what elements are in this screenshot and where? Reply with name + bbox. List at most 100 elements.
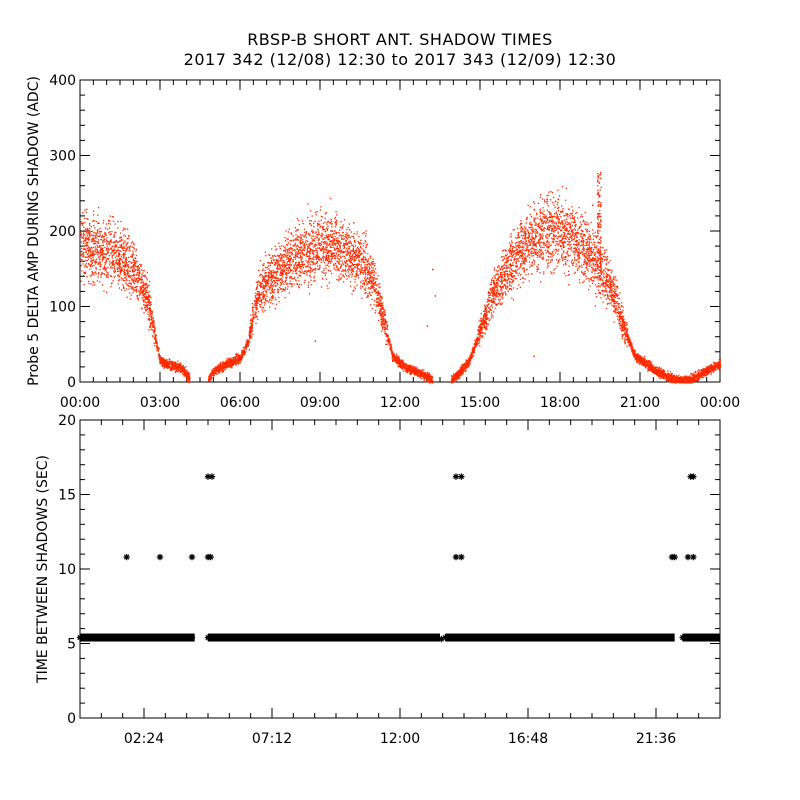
amp-point	[249, 330, 252, 332]
amp-point	[386, 328, 388, 330]
amp-point	[165, 365, 167, 368]
amp-point	[107, 274, 109, 276]
amp-point	[398, 356, 400, 358]
amp-point	[230, 358, 232, 361]
amp-point	[113, 263, 115, 265]
amp-point	[107, 258, 110, 260]
amp-point	[343, 251, 345, 253]
amp-point	[327, 262, 329, 264]
amp-point	[277, 270, 279, 272]
amp-point	[251, 325, 253, 327]
amp-point	[166, 365, 168, 367]
amp-point	[267, 262, 269, 264]
amp-point	[305, 233, 307, 235]
amp-point	[82, 212, 84, 214]
x-tick-label: 18:00	[540, 395, 580, 411]
amp-point	[264, 272, 266, 274]
amp-point	[156, 345, 158, 348]
amp-point	[288, 260, 291, 263]
amp-point	[243, 352, 245, 354]
amp-point	[347, 265, 350, 267]
amp-point	[280, 283, 283, 285]
amp-point	[142, 281, 145, 283]
amp-point	[306, 255, 308, 257]
amp-point	[292, 244, 295, 246]
amp-point	[96, 254, 99, 256]
amp-point	[87, 256, 90, 258]
amp-point	[135, 286, 137, 288]
amp-point	[331, 223, 333, 225]
amp-point	[372, 278, 374, 280]
amp-point	[294, 263, 297, 265]
amp-point	[149, 319, 151, 321]
amp-point	[177, 360, 179, 362]
amp-point	[345, 243, 347, 246]
amp-point	[123, 253, 125, 255]
amp-point	[380, 315, 382, 317]
amp-point	[143, 275, 145, 277]
amp-point	[312, 249, 314, 252]
amp-point	[337, 255, 339, 257]
amp-point	[157, 348, 159, 350]
amp-point	[331, 230, 333, 232]
amp-point	[135, 262, 137, 264]
amp-point	[126, 248, 128, 250]
amp-point	[351, 293, 353, 295]
amp-point	[317, 225, 319, 227]
amp-point	[286, 238, 288, 240]
amp-point	[96, 252, 98, 254]
amp-point	[258, 295, 260, 297]
amp-point	[299, 275, 301, 277]
amp-point	[100, 276, 102, 278]
amp-point	[382, 316, 384, 318]
amp-point	[122, 261, 124, 264]
amp-point	[161, 364, 164, 367]
amp-point	[349, 262, 351, 264]
amp-point	[271, 297, 273, 299]
amp-point	[140, 277, 142, 280]
amp-point	[397, 359, 399, 361]
amp-point	[256, 298, 258, 300]
amp-point	[308, 258, 310, 260]
amp-point	[237, 354, 239, 356]
amp-point	[133, 270, 135, 273]
amp-point	[284, 297, 286, 299]
amp-point	[346, 243, 349, 245]
amp-point	[302, 272, 304, 274]
amp-point	[341, 228, 343, 230]
amp-point	[135, 250, 137, 252]
amp-point	[311, 261, 313, 263]
amp-point	[236, 360, 239, 362]
amp-point	[327, 238, 329, 240]
amp-point	[126, 283, 128, 286]
amp-point	[326, 249, 328, 251]
amp-point	[221, 371, 223, 373]
amp-point	[371, 280, 373, 283]
amp-point	[112, 249, 114, 251]
amp-point	[138, 274, 140, 276]
amp-point	[349, 273, 351, 275]
amp-point	[107, 241, 110, 243]
amp-point	[276, 271, 278, 274]
amp-point	[134, 279, 136, 281]
amp-point	[85, 260, 87, 262]
amp-point	[387, 341, 389, 343]
amp-point	[345, 259, 348, 261]
amp-point	[238, 359, 240, 361]
amp-point	[157, 347, 160, 349]
amp-point	[355, 276, 357, 278]
amp-point	[351, 263, 354, 266]
amp-point	[296, 244, 299, 246]
amp-point	[91, 237, 94, 240]
amp-point	[383, 319, 385, 321]
amp-point	[251, 319, 253, 321]
amp-point	[326, 236, 328, 238]
amp-point	[155, 341, 157, 343]
amp-point	[267, 272, 270, 274]
amp-point	[140, 269, 142, 271]
amp-point	[381, 306, 383, 308]
amp-point	[294, 245, 296, 247]
amplitude-points	[80, 172, 722, 384]
amp-point	[249, 319, 252, 322]
amp-point	[271, 255, 274, 257]
